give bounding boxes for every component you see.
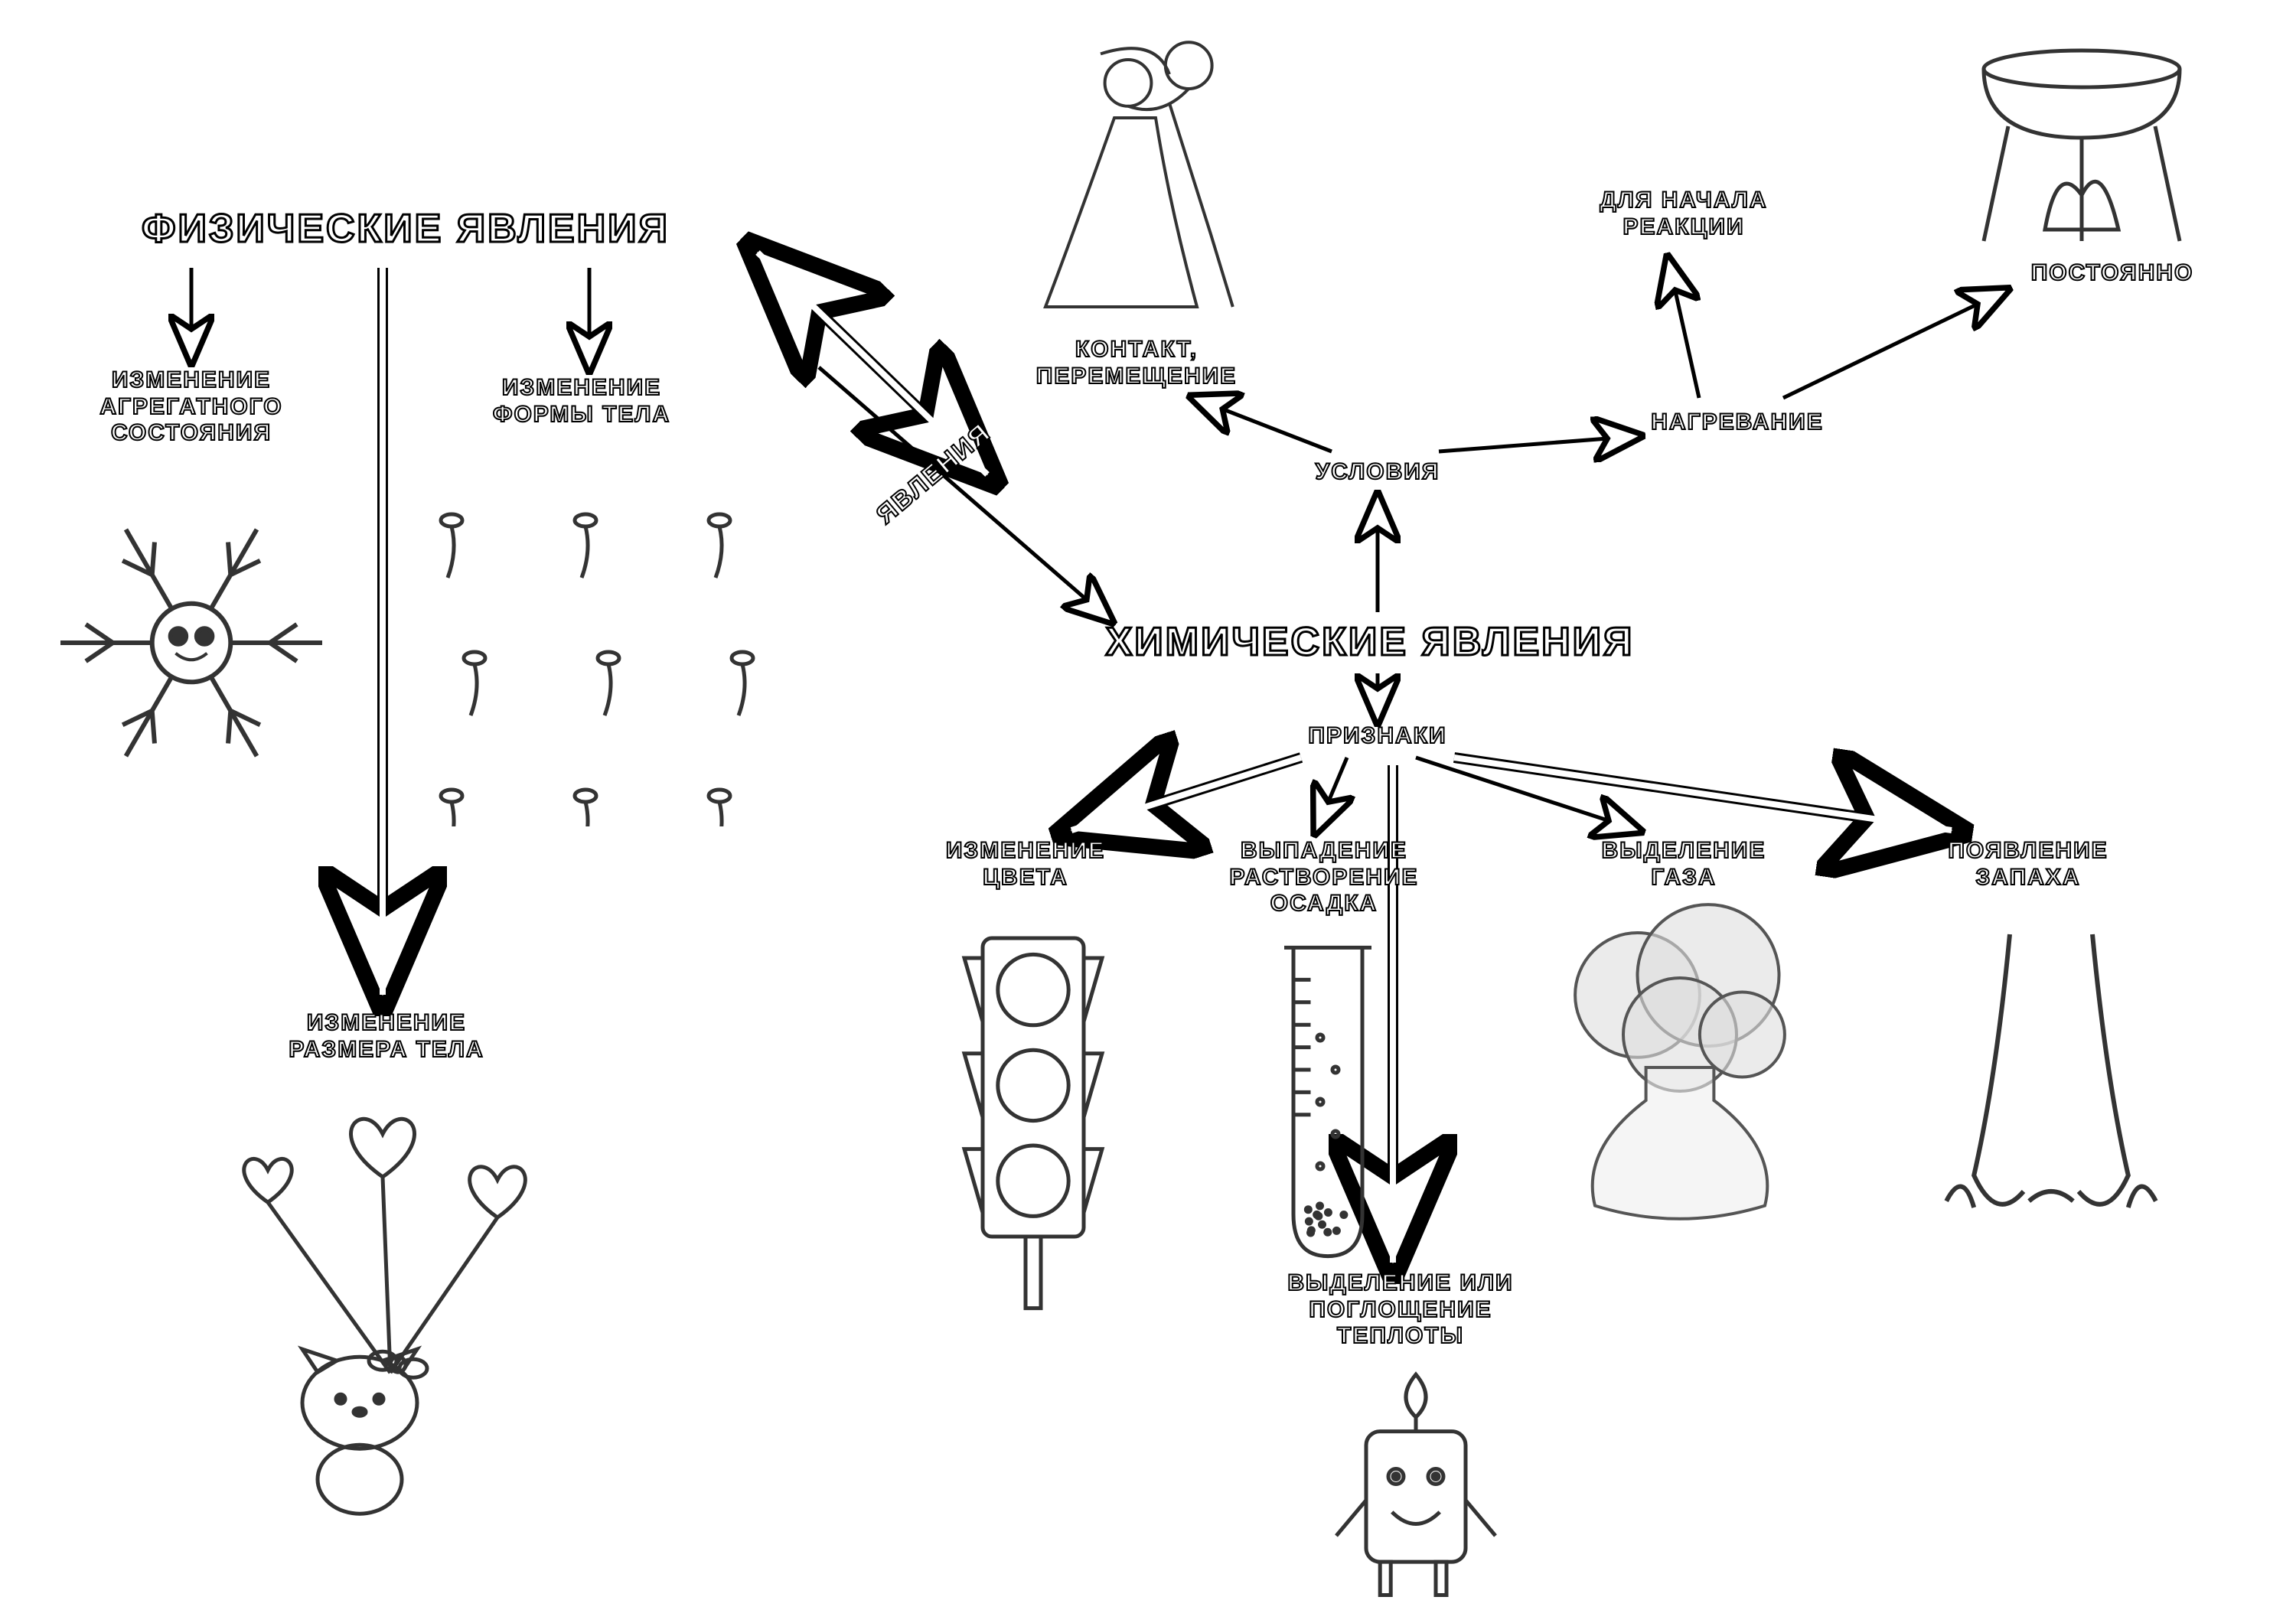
node-heating: НАГРЕВАНИЕ [1600,409,1875,436]
node-chemical: ХИМИЧЕСКИЕ ЯВЛЕНИЯ [1026,620,1714,666]
node-contact: КОНТАКТ, ПЕРЕМЕЩЕНИЕ [964,337,1309,389]
node-signs: ПРИЗНАКИ [1270,723,1485,750]
node-agg_state: ИЗМЕНЕНИЕ АГРЕГАТНОГО СОСТОЯНИЯ [38,367,344,447]
node-heat: ВЫДЕЛЕНИЕ ИЛИ ПОГЛОЩЕНИЕ ТЕПЛОТЫ [1225,1270,1577,1350]
node-shape: ИЗМЕНЕНИЕ ФОРМЫ ТЕЛА [429,375,735,428]
kitty-balloons-icon [199,1094,582,1523]
node-phenomena_connector: ЯВЛЕНИЯ [837,389,1032,559]
nails-icon [429,490,758,826]
node-physical: ФИЗИЧЕСКИЕ ЯВЛЕНИЯ [61,207,750,253]
cauldron-fire-icon [1959,23,2204,253]
flask-gas-icon [1538,903,1821,1232]
node-size: ИЗМЕНЕНИЕ РАЗМЕРА ТЕЛА [214,1010,559,1063]
node-constant: ПОСТОЯННО [1959,260,2265,287]
traffic-light-icon [941,918,1125,1316]
test-tube-icon [1270,941,1385,1263]
node-reaction_start: ДЛЯ НАЧАЛА РЕАКЦИИ [1531,187,1837,240]
candle-character-icon [1316,1370,1515,1607]
node-precipitate: ВЫПАДЕНИЕ РАСТВОРЕНИЕ ОСАДКА [1171,838,1477,917]
nose-icon [1913,918,2189,1240]
node-gas: ВЫДЕЛЕНИЕ ГАЗА [1538,838,1829,891]
node-color_change: ИЗМЕНЕНИЕ ЦВЕТА [880,838,1171,891]
node-conditions: УСЛОВИЯ [1278,459,1477,486]
dancers-icon [1018,31,1293,321]
node-smell: ПОЯВЛЕНИЕ ЗАПАХА [1875,838,2181,891]
snowflake-icon [46,490,337,796]
